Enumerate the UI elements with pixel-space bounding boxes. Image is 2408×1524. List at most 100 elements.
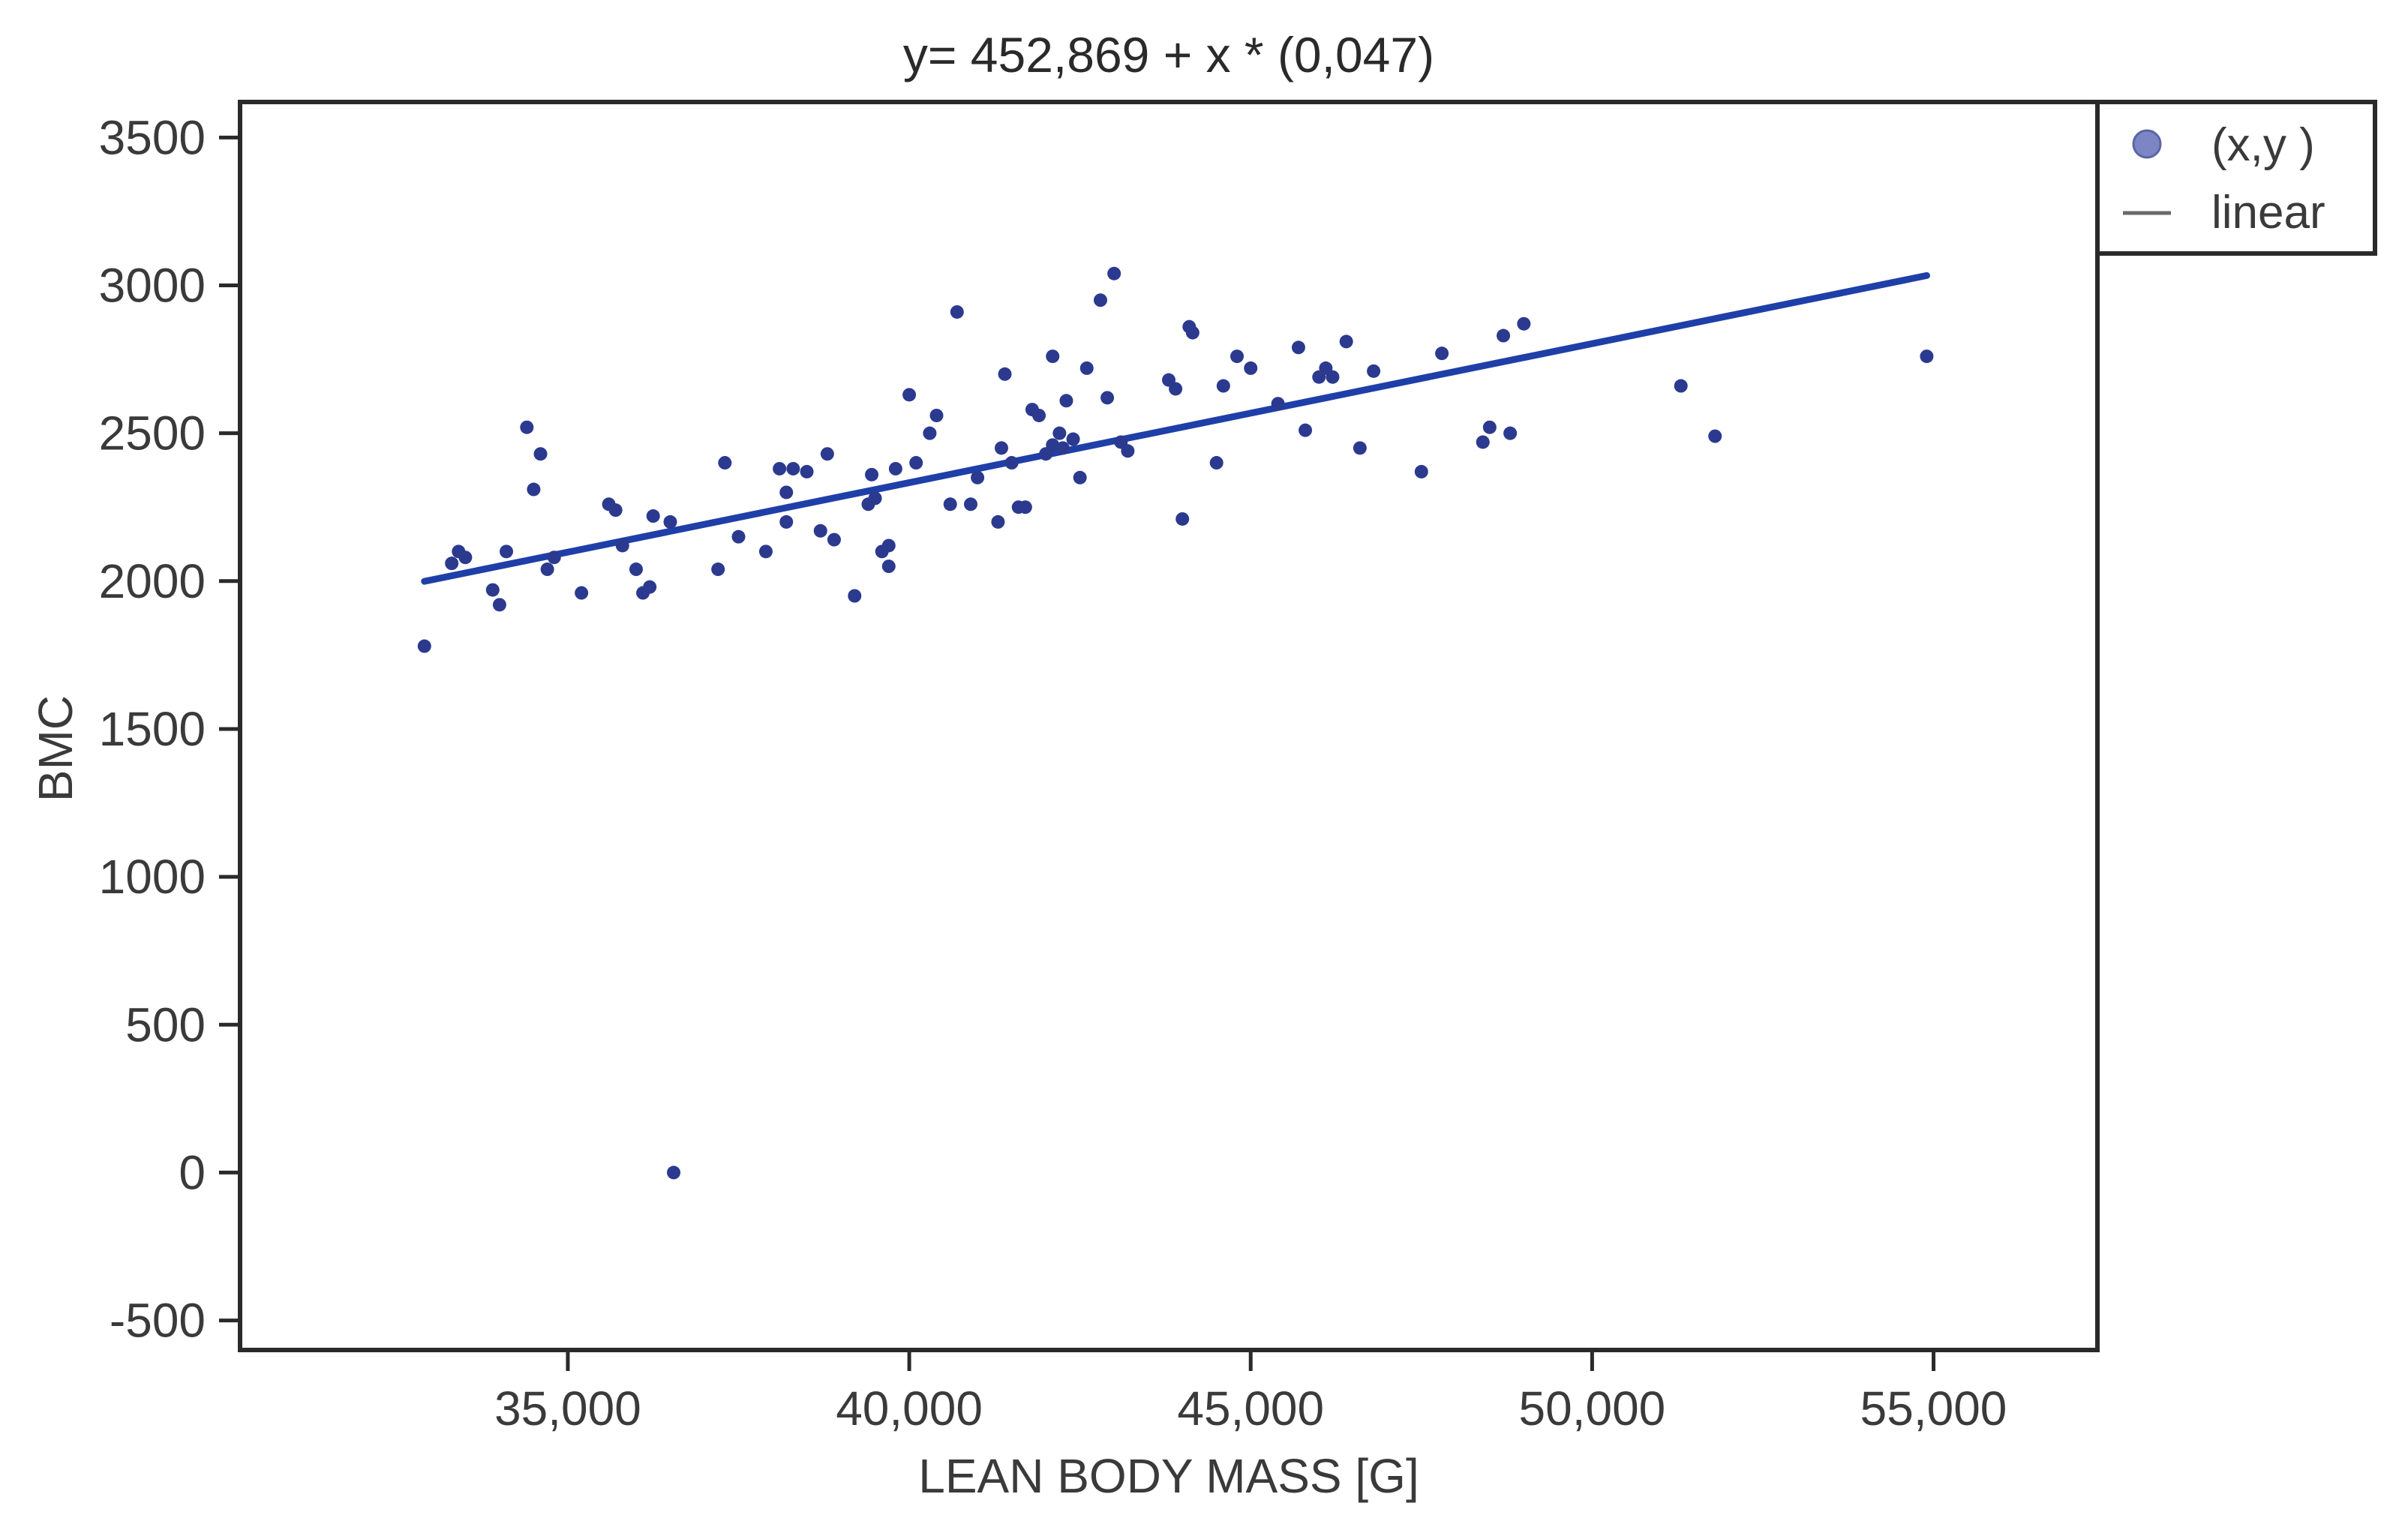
y-tick-label: 2000 bbox=[99, 554, 206, 608]
data-point bbox=[971, 470, 985, 484]
data-point bbox=[868, 491, 882, 506]
data-point bbox=[533, 447, 548, 461]
data-point bbox=[1517, 316, 1531, 331]
legend-label-line: linear bbox=[2211, 187, 2325, 238]
y-tick-label: 1000 bbox=[99, 850, 206, 904]
data-point bbox=[445, 556, 459, 571]
data-point bbox=[1326, 370, 1340, 384]
data-point bbox=[881, 538, 896, 553]
data-point bbox=[608, 503, 623, 518]
data-point bbox=[820, 447, 834, 461]
y-tick-label: 2500 bbox=[99, 406, 206, 460]
data-point bbox=[527, 482, 541, 496]
data-point bbox=[1476, 435, 1490, 449]
data-point bbox=[646, 509, 660, 524]
data-point bbox=[1066, 432, 1080, 446]
data-point bbox=[1209, 456, 1224, 470]
x-tick-label: 35,000 bbox=[494, 1382, 641, 1436]
y-tick-label: 0 bbox=[179, 1145, 206, 1199]
data-point bbox=[923, 426, 937, 440]
data-point bbox=[667, 1166, 681, 1180]
data-point bbox=[1169, 382, 1183, 396]
data-point bbox=[909, 456, 923, 470]
data-point bbox=[500, 544, 514, 559]
data-point bbox=[731, 530, 746, 544]
data-point bbox=[1107, 266, 1121, 280]
data-point bbox=[779, 485, 794, 500]
y-tick-label: 500 bbox=[125, 998, 206, 1052]
data-point bbox=[547, 550, 561, 565]
data-point bbox=[813, 524, 827, 538]
data-point bbox=[786, 461, 800, 476]
data-point bbox=[827, 532, 841, 547]
x-tick-label: 40,000 bbox=[836, 1382, 983, 1436]
data-point bbox=[1299, 423, 1313, 437]
data-point bbox=[663, 514, 677, 529]
data-point bbox=[1674, 379, 1688, 393]
data-point bbox=[848, 589, 862, 603]
data-point bbox=[779, 514, 794, 529]
data-point bbox=[711, 562, 725, 577]
data-point bbox=[643, 580, 657, 594]
data-point bbox=[718, 456, 732, 470]
data-point bbox=[1339, 334, 1353, 349]
plot-area-frame bbox=[238, 100, 2100, 1352]
data-point bbox=[1708, 429, 1722, 443]
regression-line bbox=[421, 272, 1930, 585]
chart-title: y= 452,869 + x * (0,047) bbox=[903, 27, 1434, 82]
legend-box bbox=[2095, 100, 2377, 256]
data-point bbox=[520, 420, 534, 434]
data-point bbox=[773, 461, 787, 476]
data-point bbox=[1059, 394, 1073, 408]
data-point bbox=[1121, 444, 1135, 458]
x-tick-label: 55,000 bbox=[1860, 1382, 2007, 1436]
data-point bbox=[1482, 420, 1497, 434]
data-point bbox=[1367, 364, 1381, 378]
data-point bbox=[1435, 346, 1449, 361]
data-point bbox=[1291, 340, 1305, 355]
data-point bbox=[1052, 426, 1067, 440]
data-point bbox=[629, 562, 643, 577]
data-point bbox=[1175, 512, 1190, 526]
data-point bbox=[1185, 326, 1199, 340]
data-point bbox=[1353, 441, 1367, 455]
data-point bbox=[575, 586, 589, 600]
data-point bbox=[998, 367, 1012, 381]
legend-label-points: (x,y ) bbox=[2211, 119, 2315, 171]
data-point bbox=[758, 544, 773, 559]
data-point bbox=[865, 467, 879, 482]
data-point bbox=[1244, 361, 1258, 375]
data-point bbox=[615, 538, 629, 553]
data-point bbox=[1503, 426, 1518, 440]
x-axis-title: LEAN BODY MASS [G] bbox=[918, 1449, 1419, 1503]
y-tick-label: -500 bbox=[110, 1294, 206, 1348]
y-tick-label: 3000 bbox=[99, 258, 206, 312]
data-point bbox=[1230, 350, 1245, 364]
y-axis-title: BMC bbox=[29, 695, 83, 802]
data-point bbox=[943, 497, 957, 512]
data-point bbox=[1018, 500, 1032, 514]
data-point bbox=[1046, 350, 1060, 364]
x-tick-label: 45,000 bbox=[1177, 1382, 1324, 1436]
data-point bbox=[800, 464, 814, 478]
x-tick-label: 50,000 bbox=[1519, 1382, 1666, 1436]
data-point bbox=[1093, 293, 1107, 308]
data-point bbox=[492, 598, 506, 612]
data-point bbox=[1004, 456, 1019, 470]
data-point bbox=[1920, 350, 1934, 364]
data-point bbox=[1079, 361, 1094, 375]
y-tick-label: 1500 bbox=[99, 702, 206, 756]
data-point bbox=[902, 388, 917, 402]
data-point bbox=[964, 497, 978, 512]
data-point bbox=[888, 461, 902, 476]
data-point bbox=[417, 639, 431, 653]
data-point bbox=[994, 441, 1008, 455]
data-point bbox=[458, 550, 473, 565]
data-point bbox=[881, 560, 896, 574]
data-point bbox=[1414, 464, 1428, 478]
data-point bbox=[950, 304, 964, 319]
data-point bbox=[1046, 438, 1060, 452]
data-point bbox=[1073, 470, 1087, 484]
data-point bbox=[929, 408, 944, 422]
